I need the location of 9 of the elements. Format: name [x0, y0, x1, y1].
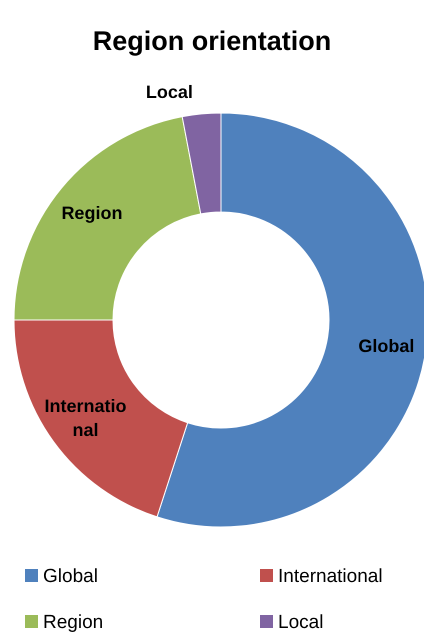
slice-label: Local	[146, 81, 193, 104]
slice-label: International	[43, 395, 128, 442]
chart-title: Region orientation	[92, 26, 332, 56]
slice-label: Global	[358, 335, 414, 358]
legend-label: Region	[43, 612, 104, 633]
legend-label: Global	[43, 566, 98, 587]
legend-label: International	[278, 566, 383, 587]
slice-label: Region	[61, 202, 122, 226]
legend-label: Local	[278, 612, 324, 633]
